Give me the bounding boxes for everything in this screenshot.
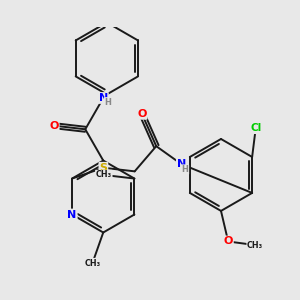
Text: S: S — [99, 163, 107, 173]
Text: O: O — [224, 236, 233, 247]
Text: H: H — [104, 98, 111, 107]
Text: CH₃: CH₃ — [247, 241, 263, 250]
Text: H: H — [182, 165, 188, 174]
Text: CH₃: CH₃ — [84, 259, 101, 268]
Text: O: O — [49, 121, 59, 131]
Text: N: N — [99, 93, 108, 103]
Text: CH₃: CH₃ — [96, 170, 112, 179]
Text: N: N — [68, 209, 77, 220]
Text: N: N — [177, 159, 186, 169]
Text: Cl: Cl — [250, 123, 261, 133]
Text: O: O — [137, 109, 147, 119]
